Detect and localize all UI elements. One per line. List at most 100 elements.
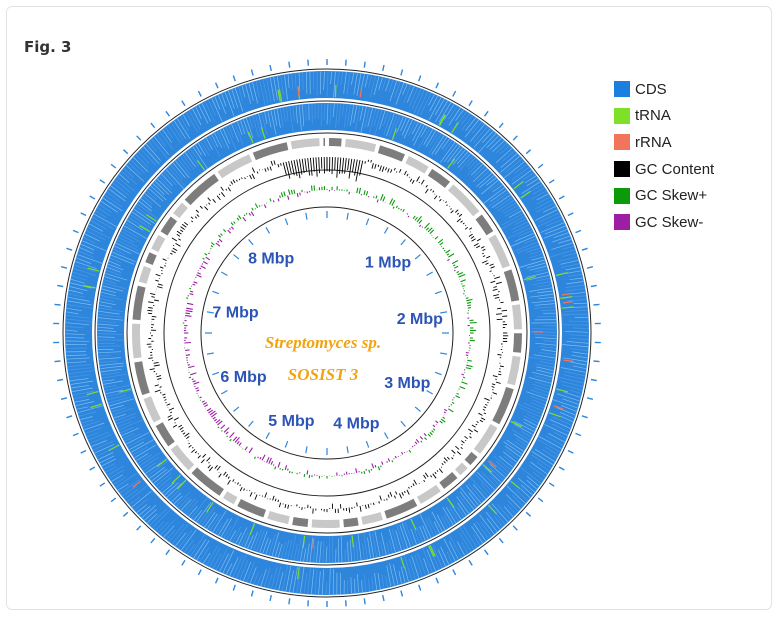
cds-feature	[330, 71, 333, 85]
gc-skew-bar	[248, 447, 253, 454]
cds-feature	[481, 522, 492, 537]
cds-feature	[97, 320, 117, 324]
rrna-mark	[563, 300, 574, 304]
gc-skew-bar	[448, 405, 450, 408]
gc-content-bar	[154, 299, 160, 302]
cds-feature	[477, 133, 497, 154]
cds-feature	[536, 202, 555, 213]
gc-content-bar	[460, 220, 463, 223]
cds-feature	[75, 401, 95, 407]
gc-skew-bar	[375, 195, 378, 199]
gc-content-bar	[489, 270, 492, 272]
gc-skew-bar	[186, 297, 189, 299]
gc-content-bar	[197, 455, 201, 459]
cds-feature	[564, 330, 589, 333]
gc-skew-bar	[462, 285, 465, 287]
cds-feature	[66, 315, 90, 319]
cds-feature	[185, 112, 199, 133]
gc-content-bar	[336, 157, 339, 178]
gc-content-bar	[148, 301, 154, 304]
cds-feature	[143, 146, 160, 165]
gc-content-bar	[420, 179, 425, 185]
cds-feature	[486, 518, 498, 532]
cds-feature	[68, 289, 84, 294]
gc-skew-bar	[213, 418, 218, 422]
outer-tick	[80, 212, 87, 217]
gc-skew-bar	[380, 465, 382, 468]
gc-content-bar	[389, 491, 393, 497]
gc-skew-bar	[442, 416, 446, 420]
cds-feature	[120, 427, 134, 434]
contig-segment	[290, 138, 320, 150]
trna-mark	[482, 464, 493, 473]
gc-content-bar	[167, 415, 172, 418]
gc-content-bar	[243, 488, 246, 491]
cds-feature	[295, 73, 297, 88]
cds-feature	[132, 446, 148, 456]
backbone-circle	[126, 132, 528, 534]
gc-skew-bar	[427, 433, 431, 437]
gc-content-bar	[490, 280, 496, 284]
gc-skew-bar	[245, 212, 248, 215]
cds-feature	[287, 74, 290, 89]
outer-tick	[400, 590, 404, 597]
legend-swatch	[614, 134, 630, 151]
gc-skew-bar	[209, 410, 216, 416]
cds-feature	[503, 161, 525, 179]
gc-content-bar	[264, 492, 268, 498]
cds-feature	[66, 307, 82, 312]
cds-feature	[341, 104, 345, 116]
cds-feature	[503, 205, 518, 214]
gc-content-bar	[344, 158, 347, 174]
cds-feature	[506, 439, 524, 452]
cds-feature	[68, 370, 95, 375]
gc-content-bar	[148, 357, 153, 359]
cds-feature	[184, 539, 194, 553]
cds-feature	[128, 162, 142, 176]
legend-label: GC Skew-	[635, 213, 704, 231]
gc-skew-bar	[194, 385, 196, 388]
gc-skew-bar	[185, 349, 190, 351]
cds-feature	[488, 192, 509, 207]
cds-feature	[232, 554, 243, 578]
cds-feature	[562, 313, 588, 316]
cds-feature	[172, 524, 189, 545]
cds-feature	[569, 334, 589, 337]
cds-feature	[239, 559, 249, 580]
cds-feature	[130, 214, 151, 228]
cds-feature	[296, 572, 301, 593]
cds-feature	[472, 484, 486, 500]
cds-feature	[195, 144, 202, 156]
gc-content-bar	[483, 412, 487, 415]
gc-skew-bar	[306, 470, 309, 475]
gc-content-bar	[403, 170, 407, 176]
cds-feature	[299, 566, 305, 594]
cds-feature	[361, 580, 363, 593]
cds-feature	[123, 168, 135, 179]
cds-feature	[566, 341, 589, 344]
gc-skew-bar	[201, 263, 204, 265]
gc-content-bar	[436, 470, 439, 472]
cds-feature	[553, 232, 569, 239]
gc-content-bar	[151, 315, 157, 318]
trna-mark	[560, 296, 573, 299]
cds-feature	[98, 307, 124, 312]
cds-feature	[156, 134, 166, 147]
cds-feature	[121, 427, 139, 436]
outer-tick	[581, 415, 588, 419]
cds-feature	[420, 126, 428, 138]
cds-feature	[122, 485, 137, 497]
inner-tick	[221, 389, 228, 395]
cds-feature	[318, 571, 321, 595]
gc-skew-bar	[258, 205, 261, 207]
cds-feature	[111, 474, 124, 482]
cds-feature	[208, 136, 221, 157]
gc-content-bar	[451, 449, 456, 454]
gc-skew-bar	[446, 253, 450, 256]
cds-feature	[312, 545, 316, 563]
outer-tick	[537, 163, 544, 169]
gc-content-bar	[175, 243, 181, 247]
cds-feature	[528, 377, 551, 384]
outer-tick	[468, 100, 473, 107]
